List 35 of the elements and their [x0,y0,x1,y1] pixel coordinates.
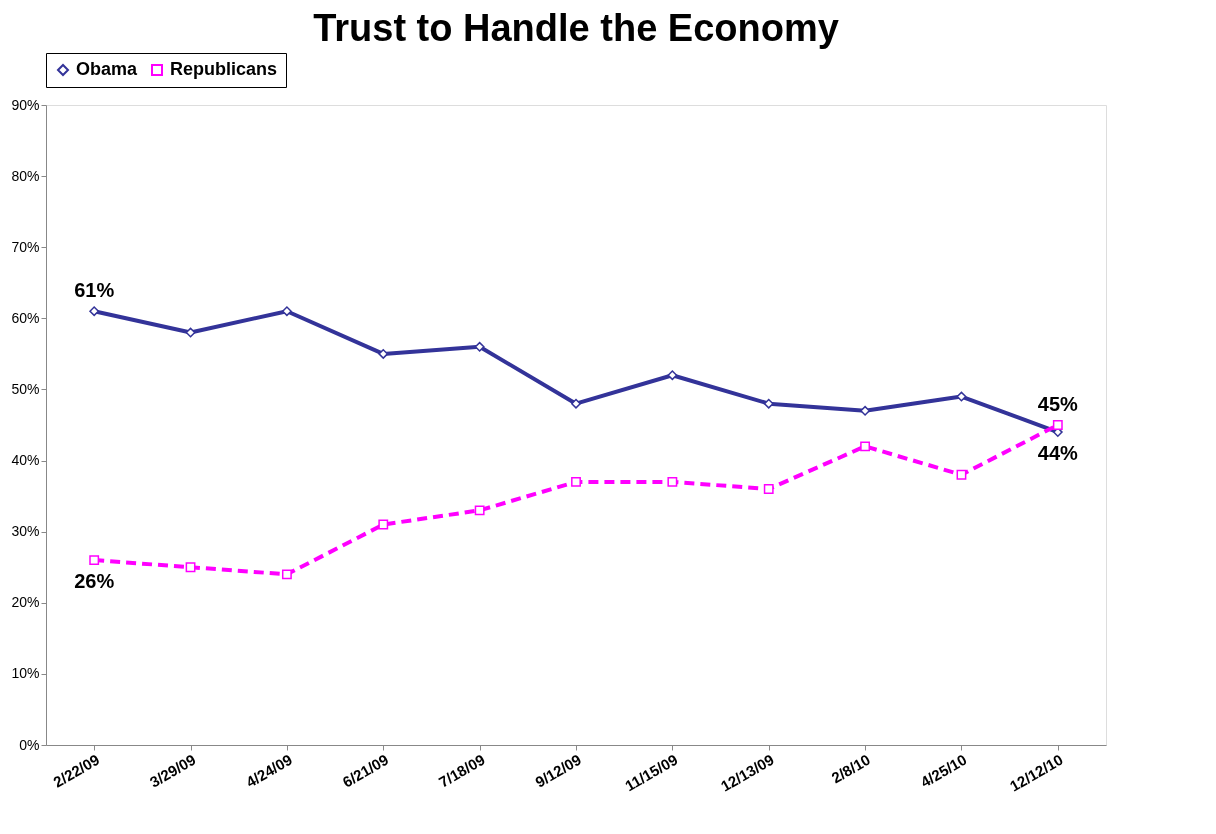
point [956,391,967,402]
y-tick-label: 90% [11,96,40,113]
point [474,505,485,516]
y-tick-label: 40% [11,452,40,469]
point [571,398,581,409]
point [667,476,678,487]
y-tick-label: 20% [11,594,40,611]
y-tick-label: 0% [19,736,40,753]
data-label: 26% [74,570,115,593]
point [956,469,967,480]
point [89,555,100,566]
point [185,327,196,338]
legend-label: Obama [76,59,139,79]
data-label: 44% [1037,442,1079,465]
y-tick-label: 60% [11,309,40,326]
point [281,569,292,580]
point [571,476,581,487]
point [281,306,292,317]
point [763,484,774,494]
data-label: 45% [1037,393,1079,415]
y-tick-label: 10% [11,665,40,682]
point [378,348,389,359]
point [185,562,196,573]
y-tick-label: 80% [11,167,40,184]
y-tick-label: 50% [11,380,40,397]
chart-title: Trust to Handle the Economy [313,6,839,49]
point [89,306,100,317]
point [378,519,389,530]
point [860,441,871,452]
legend-label: Republicans [170,59,278,79]
point [667,370,678,381]
point [1052,420,1063,430]
y-tick-label: 70% [11,238,40,255]
data-label: 61% [74,279,115,302]
y-tick-label: 30% [11,523,40,540]
